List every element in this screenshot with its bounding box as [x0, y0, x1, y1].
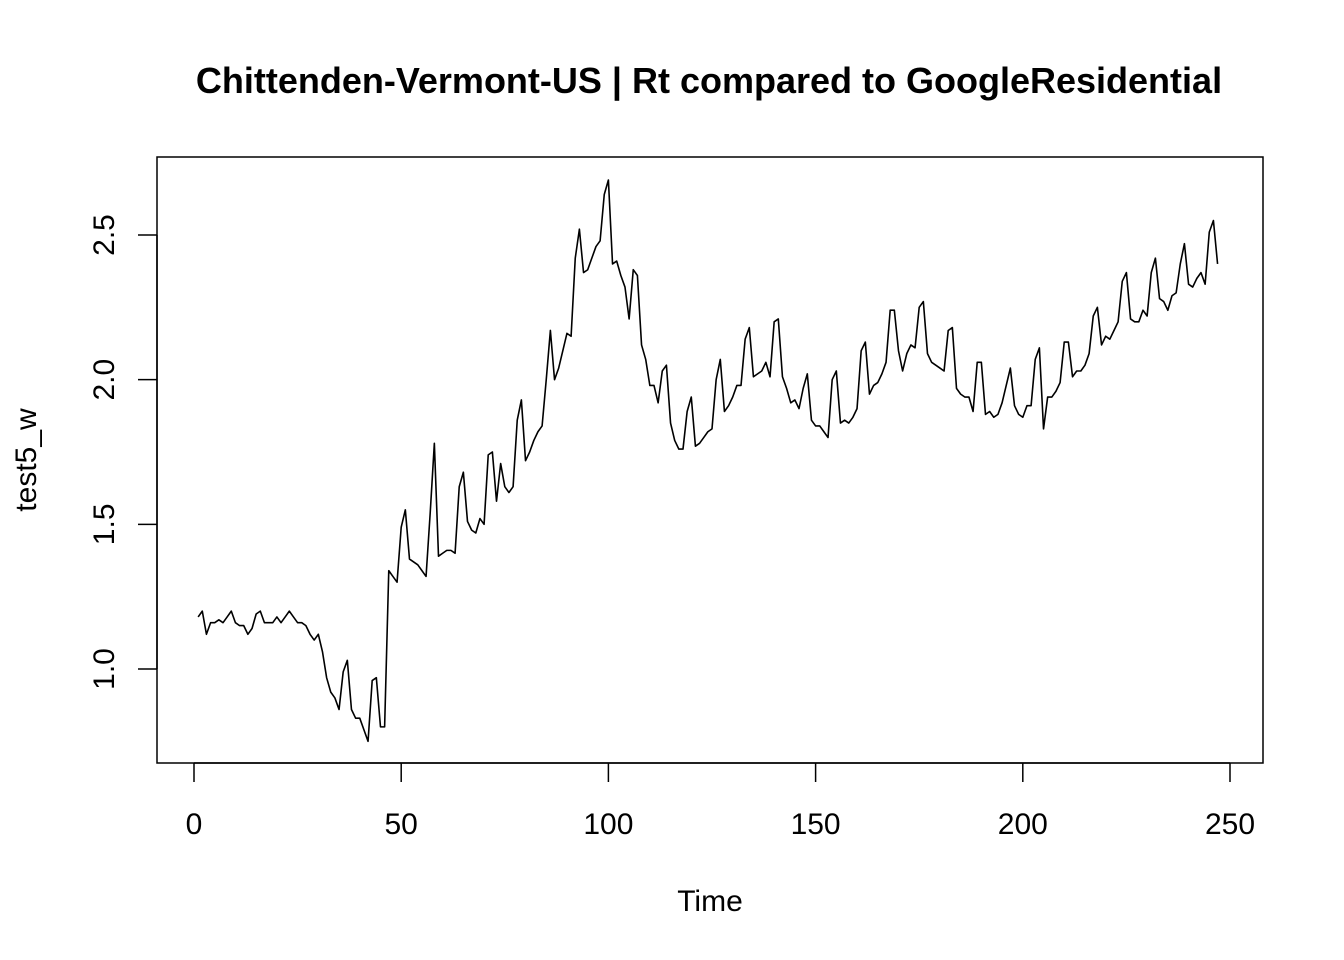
x-tick-label: 100 [583, 808, 633, 841]
plot-frame [156, 156, 1264, 764]
series-line [197, 179, 1219, 743]
y-tick-label: 1.0 [88, 648, 121, 690]
x-axis-label: Time [677, 885, 743, 918]
x-tick-label: 200 [998, 808, 1048, 841]
y-tick-label: 1.5 [88, 503, 121, 545]
chart-title: Chittenden-Vermont-US | Rt compared to G… [196, 60, 1222, 102]
y-tick-label: 2.5 [88, 214, 121, 256]
x-tick-label: 0 [186, 808, 203, 841]
y-axis-label: test5_w [10, 408, 43, 512]
x-tick-label: 250 [1205, 808, 1255, 841]
y-axis: 1.0 1.5 2.0 2.5 [88, 214, 158, 690]
x-tick-label: 150 [791, 808, 841, 841]
x-tick-label: 50 [385, 808, 418, 841]
x-axis: 0 50 100 150 200 250 [186, 762, 1255, 841]
y-tick-label: 2.0 [88, 359, 121, 401]
